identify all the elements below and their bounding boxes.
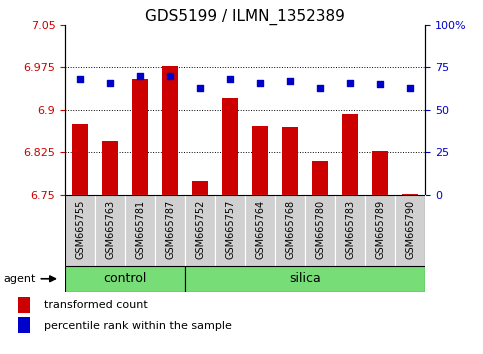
Text: GSM665755: GSM665755: [75, 200, 85, 259]
Point: [316, 85, 324, 91]
Bar: [72, 124, 88, 195]
Bar: [402, 194, 418, 195]
Bar: [132, 79, 148, 195]
Bar: [365, 195, 395, 266]
Point: [376, 81, 384, 87]
Text: control: control: [103, 272, 147, 285]
Text: GSM665757: GSM665757: [225, 200, 235, 259]
Text: GSM665780: GSM665780: [315, 200, 325, 259]
Bar: [222, 98, 239, 195]
Point: [406, 85, 414, 91]
Text: GSM665781: GSM665781: [135, 200, 145, 259]
Bar: [155, 195, 185, 266]
Bar: [275, 195, 305, 266]
Text: transformed count: transformed count: [44, 300, 148, 310]
Bar: [312, 161, 328, 195]
Bar: [185, 195, 215, 266]
Bar: [252, 126, 269, 195]
Text: GSM665752: GSM665752: [195, 200, 205, 259]
Bar: [372, 150, 388, 195]
Bar: [192, 181, 208, 195]
Bar: [215, 195, 245, 266]
Bar: [305, 195, 335, 266]
Text: GSM665783: GSM665783: [345, 200, 355, 259]
Bar: [395, 195, 425, 266]
Bar: [162, 65, 178, 195]
Point: [346, 80, 354, 85]
Point: [256, 80, 264, 85]
Bar: [65, 266, 185, 292]
Point: [166, 73, 174, 79]
Text: GSM665763: GSM665763: [105, 200, 115, 259]
Point: [226, 76, 234, 82]
Bar: [282, 127, 298, 195]
Title: GDS5199 / ILMN_1352389: GDS5199 / ILMN_1352389: [145, 8, 345, 25]
Point: [136, 73, 144, 79]
Text: silica: silica: [289, 272, 321, 285]
Point: [106, 80, 114, 85]
Point: [196, 85, 204, 91]
Text: GSM665789: GSM665789: [375, 200, 385, 259]
Text: percentile rank within the sample: percentile rank within the sample: [44, 321, 232, 331]
Text: GSM665787: GSM665787: [165, 200, 175, 259]
Text: GSM665768: GSM665768: [285, 200, 295, 259]
Bar: [125, 195, 155, 266]
Bar: [18, 318, 30, 333]
Bar: [342, 114, 358, 195]
Bar: [18, 297, 30, 313]
Bar: [245, 195, 275, 266]
Text: GSM665764: GSM665764: [255, 200, 265, 259]
Text: agent: agent: [3, 274, 56, 284]
Text: GSM665790: GSM665790: [405, 200, 415, 259]
Bar: [95, 195, 125, 266]
Bar: [102, 141, 118, 195]
Bar: [185, 266, 425, 292]
Point: [286, 78, 294, 84]
Point: [76, 76, 84, 82]
Bar: [335, 195, 365, 266]
Bar: [65, 195, 95, 266]
